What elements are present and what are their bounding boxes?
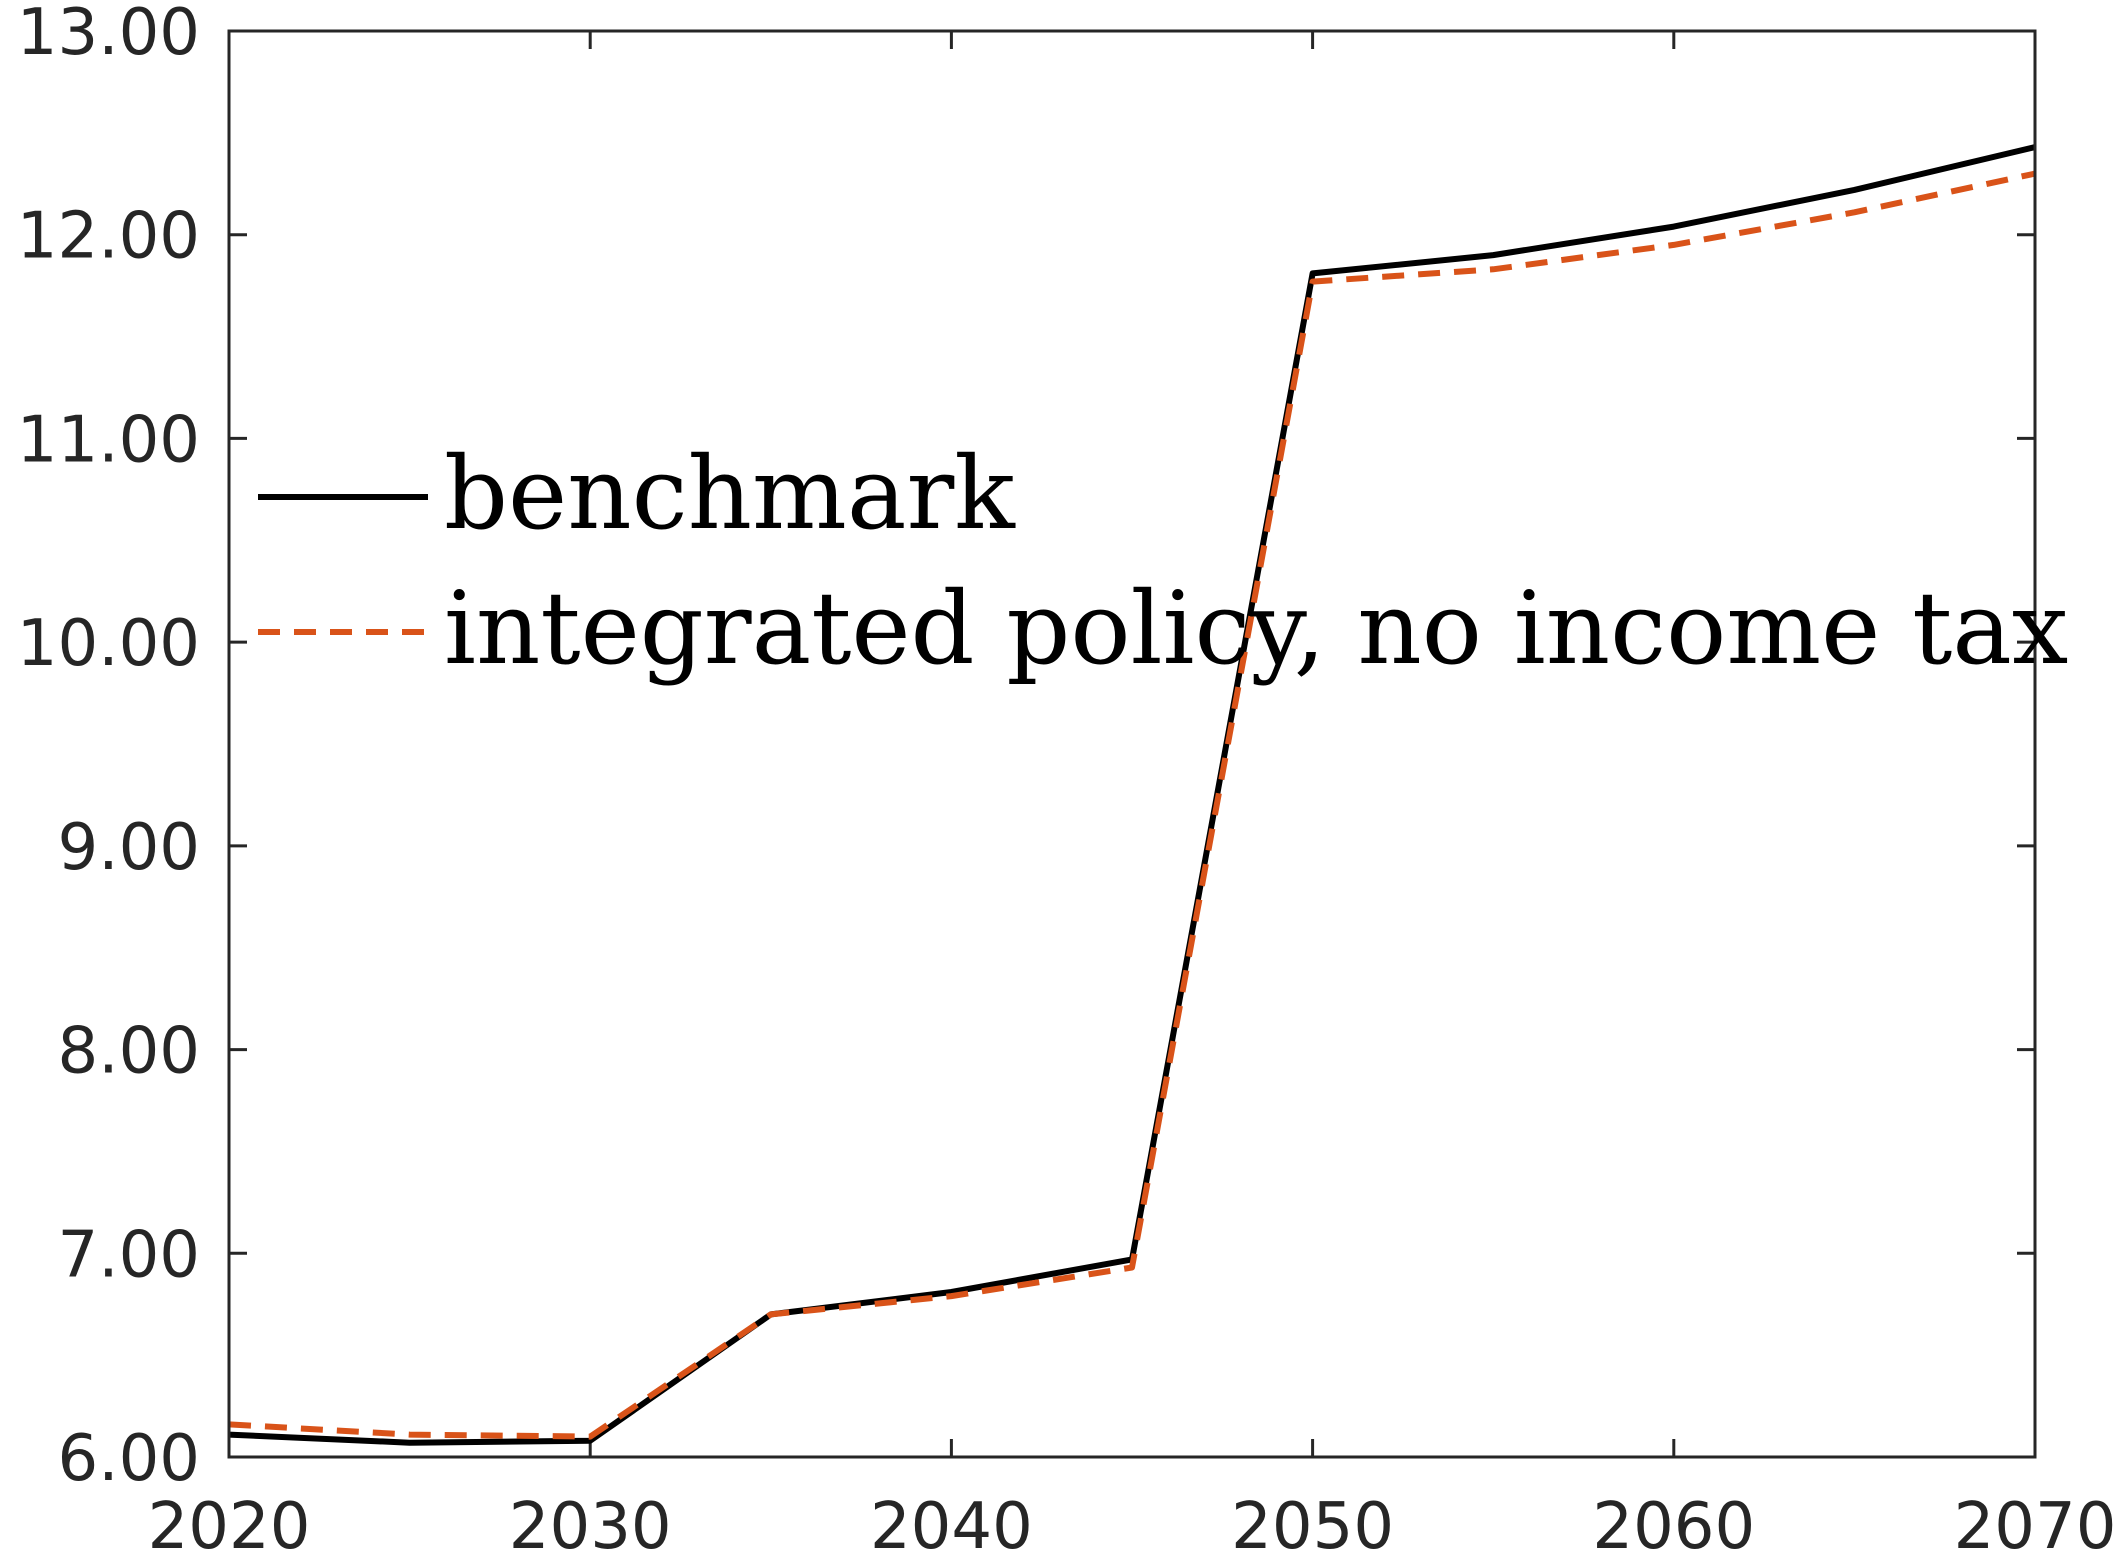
series-line-1 — [228, 170, 2036, 1440]
y-tick-labels: 6.00 7.00 8.00 9.00 10.00 11.00 12.00 13.00 — [17, 0, 200, 1496]
x-tick-labels: 2020 2030 2040 2050 2060 2070 — [148, 1490, 2117, 1554]
y-tick-label: 7.00 — [58, 1218, 201, 1292]
x-tick-label: 2050 — [1231, 1490, 1394, 1554]
y-tick-label: 9.00 — [58, 811, 201, 885]
y-tick-label: 12.00 — [17, 200, 200, 274]
y-tick-label: 10.00 — [17, 607, 200, 681]
y-tick-label: 6.00 — [58, 1422, 201, 1496]
x-tick-label: 2020 — [148, 1490, 311, 1554]
series-line-0 — [228, 144, 2036, 1446]
series-layer — [228, 144, 2036, 1446]
x-tick-label: 2060 — [1592, 1490, 1755, 1554]
x-tick-label: 2040 — [870, 1490, 1033, 1554]
x-tick-label: 2030 — [509, 1490, 672, 1554]
x-tick-label: 2070 — [1954, 1490, 2117, 1554]
y-tick-label: 13.00 — [17, 0, 200, 70]
y-tick-label: 8.00 — [58, 1015, 201, 1089]
legend-label-benchmark: benchmark — [444, 435, 1016, 552]
legend-label-integrated-policy: integrated policy, no income tax — [444, 570, 2068, 687]
plot-area-frame — [227, 29, 2037, 1459]
y-tick-label: 11.00 — [17, 403, 200, 477]
legend: benchmark integrated policy, no income t… — [258, 435, 2068, 687]
